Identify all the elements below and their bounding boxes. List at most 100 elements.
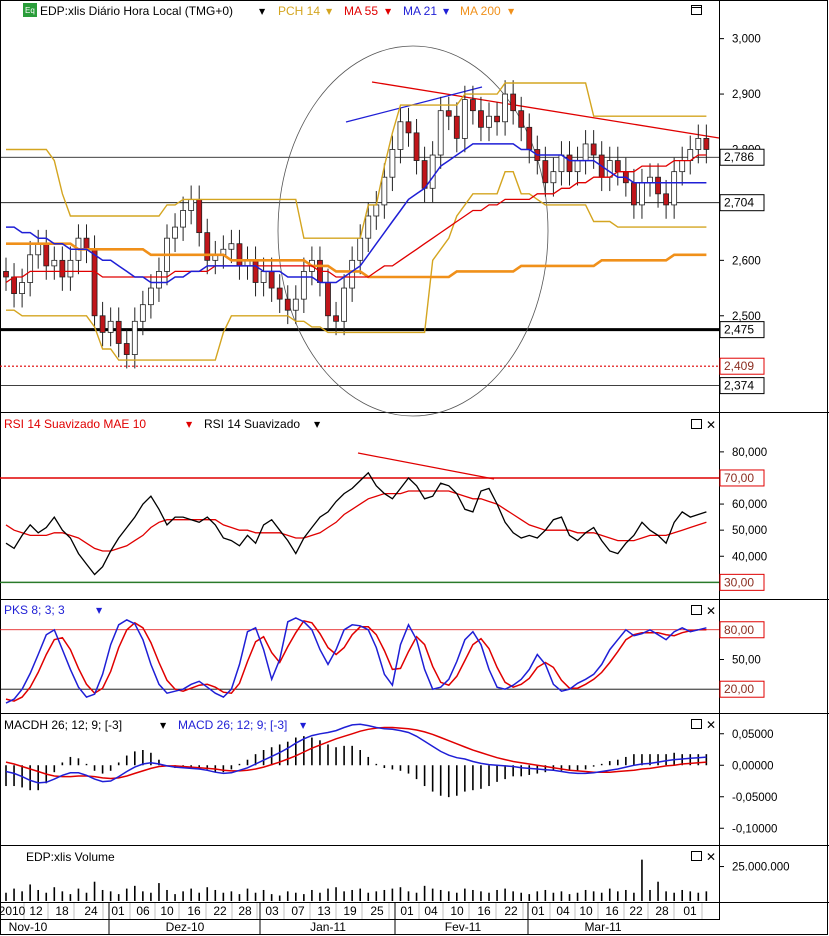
pks-tick-label: 50,00 <box>732 654 761 666</box>
rsi-maximize-icon[interactable] <box>691 419 702 429</box>
legend-ma55[interactable]: MA 55 <box>344 4 378 18</box>
candle-body <box>526 126 533 150</box>
volume-bars <box>5 859 708 901</box>
candle-body <box>429 154 436 189</box>
pks-close-icon[interactable]: ✕ <box>706 604 716 618</box>
candle-body <box>542 160 549 184</box>
day-tick-label: 28 <box>655 904 669 918</box>
rsi-dropdown-icon[interactable]: ▼ <box>314 420 321 429</box>
candle-body <box>510 93 517 112</box>
candle-body <box>260 271 267 283</box>
rsi-label[interactable]: RSI 14 Suavizado <box>204 417 300 431</box>
volume-axis: 25.000.000 <box>719 862 790 874</box>
rsi-divergence-line <box>357 452 495 480</box>
rsi-close-icon[interactable]: ✕ <box>706 418 716 432</box>
candle-body <box>67 259 74 278</box>
day-tick-label: 22 <box>504 904 518 918</box>
ma21-dropdown-icon[interactable]: ▼ <box>443 7 450 16</box>
day-tick-label: 06 <box>136 904 150 918</box>
macd-tick-label: -0,10000 <box>732 823 777 835</box>
pks-badge: 20,00 <box>724 682 754 696</box>
macd-maximize-icon[interactable] <box>691 719 702 729</box>
legend-ma200[interactable]: MA 200 <box>460 4 501 18</box>
legend-ma21[interactable]: MA 21 <box>403 4 437 18</box>
pks-panel[interactable]: 80,00 50,00 20,00 PKS 8; 3; 3 ▼ ✕ <box>0 603 765 704</box>
candle-body <box>421 160 428 189</box>
price-panel[interactable]: 3,0002,9002,8002,7002,6002,5002,7862,704… <box>0 3 765 417</box>
candle-body <box>357 237 364 261</box>
pks-maximize-icon[interactable] <box>691 605 702 615</box>
candle-body <box>590 143 597 156</box>
day-tick-label: 24 <box>84 904 98 918</box>
volume-maximize-icon[interactable] <box>691 851 702 861</box>
macdh-label[interactable]: MACDH 26; 12; 9; [-3] <box>4 718 122 732</box>
rsi-mae-label[interactable]: RSI 14 Suavizado MAE 10 <box>4 417 146 431</box>
candle-body <box>365 215 372 239</box>
candle-body <box>107 320 114 333</box>
pks-dropdown-icon[interactable]: ▼ <box>96 606 103 615</box>
macdh-dropdown-icon[interactable]: ▼ <box>160 721 167 730</box>
eq-icon <box>23 3 37 17</box>
candle-body <box>333 315 339 322</box>
pks-label[interactable]: PKS 8; 3; 3 <box>4 603 65 617</box>
rsi-badge-70: 70,00 <box>724 471 754 485</box>
rsi-panel[interactable]: 80,000 60,000 50,000 40,000 70,00 30,00 RSI 1… <box>0 417 767 591</box>
macd-dropdown-icon[interactable]: ▼ <box>300 721 307 730</box>
candle-body <box>445 110 452 117</box>
legend-pch14[interactable]: PCH 14 <box>278 4 320 18</box>
macd-label[interactable]: MACD 26; 12; 9; [-3] <box>178 718 287 732</box>
price-badge-box <box>719 148 765 166</box>
pks-badge: 80,00 <box>724 623 754 637</box>
month-label: Nov-10 <box>9 920 48 934</box>
macd-tick-label: 0,00000 <box>732 760 774 772</box>
rsi-badge-30-box <box>719 573 765 591</box>
macd-lines <box>5 723 708 798</box>
day-tick-label: 22 <box>629 904 643 918</box>
volume-panel[interactable]: 25.000.000 EDP:xlis Volume ✕ <box>5 850 790 901</box>
day-tick-label: 10 <box>160 904 174 918</box>
ma55-dropdown-icon[interactable]: ▼ <box>385 7 392 16</box>
candle-body <box>695 137 702 150</box>
volume-label[interactable]: EDP:xlis Volume <box>26 850 115 864</box>
indicator-lines <box>5 82 707 361</box>
candle-body <box>389 149 396 178</box>
candle-body <box>461 99 468 139</box>
pch14-dropdown-icon[interactable]: ▼ <box>326 7 333 16</box>
price-badge-box <box>719 377 765 395</box>
candle-body <box>558 154 565 173</box>
volume-tick-label: 25.000.000 <box>732 862 790 874</box>
candle-body <box>703 137 710 150</box>
candle-body <box>131 320 138 355</box>
rsi-mae-line <box>5 490 707 552</box>
candle-body <box>35 243 42 256</box>
day-tick-label: 10 <box>579 904 593 918</box>
price-badge-box <box>719 357 765 375</box>
candle-body <box>188 198 195 211</box>
maximize-icon[interactable] <box>691 5 702 15</box>
candle-body <box>276 287 283 300</box>
candle-body <box>236 243 243 267</box>
rsi-badge-70-box <box>719 469 765 487</box>
symbol-dropdown-icon[interactable]: ▼ <box>259 7 266 16</box>
volume-close-icon[interactable]: ✕ <box>706 850 716 864</box>
ma55-line <box>5 154 707 284</box>
day-tick-label: 19 <box>343 904 357 918</box>
candle-body <box>671 171 678 206</box>
candle-body <box>574 160 581 173</box>
rsi-tick-label: 60,000 <box>732 499 767 511</box>
candle-body <box>11 276 17 295</box>
candle-body <box>284 298 291 311</box>
ma21-line <box>6 143 707 284</box>
rsi-mae-dropdown-icon[interactable]: ▼ <box>186 420 193 429</box>
candle-body <box>180 210 187 228</box>
price-badge: 2,374 <box>724 379 754 393</box>
ma200-dropdown-icon[interactable]: ▼ <box>508 7 515 16</box>
day-tick-label: 2010 <box>0 904 26 918</box>
candle-body <box>606 160 613 178</box>
macd-tick-label: -0,05000 <box>732 792 777 804</box>
macd-panel[interactable]: 0,05000 0,00000 -0,05000 -0,10000 MACDH 26;… <box>4 718 777 835</box>
symbol-label[interactable]: EDP:xlis Diário Hora Local (TMG+0) <box>40 4 233 18</box>
macd-close-icon[interactable]: ✕ <box>706 718 716 732</box>
candle-body <box>405 121 412 134</box>
